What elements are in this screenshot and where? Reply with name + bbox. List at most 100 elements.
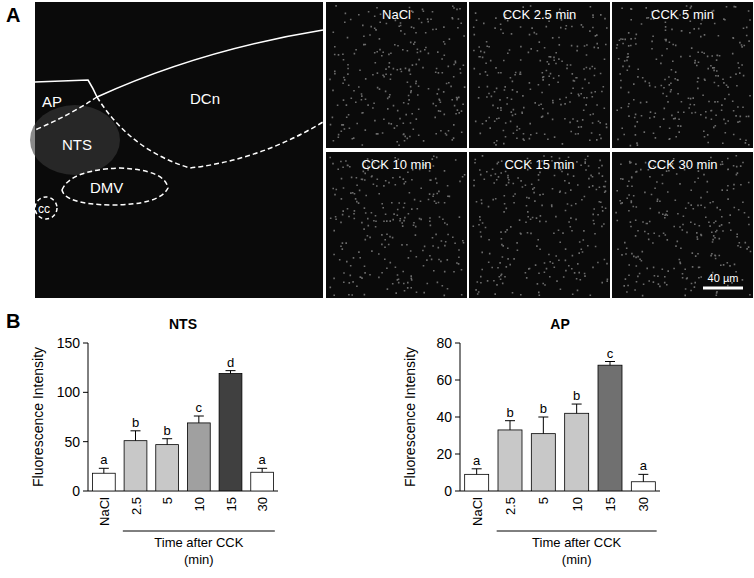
y-tick (83, 392, 88, 393)
error-bar (605, 362, 615, 366)
micrograph-background (469, 2, 610, 148)
x-tick-label: 15 (603, 497, 618, 511)
panel-label: B (6, 310, 20, 332)
y-axis-label: Fluorescence Intensity (402, 347, 418, 487)
micrograph-panel: NaCl (326, 2, 467, 148)
speckle (473, 5, 608, 146)
bar (598, 365, 622, 491)
y-tick-label: 40 (436, 409, 452, 425)
bar-chart: AP 0 20 40 60 80 Fluorescence Intensity a NaCl b 2… (402, 316, 660, 567)
group-bracket (497, 531, 657, 532)
region-label: NTS (62, 136, 92, 153)
bar (156, 445, 179, 491)
scale-bar (703, 287, 743, 290)
x-tick-label: NaCl (470, 497, 485, 526)
y-tick-label: 0 (444, 483, 452, 499)
bar (465, 474, 489, 491)
figure: ABAPDCnNTSDMVccNaClCCK 2.5 minCCK 5 minC… (0, 0, 754, 578)
region-label: DMV (90, 179, 123, 196)
bar (187, 423, 210, 491)
micrograph-background (469, 152, 610, 298)
x-axis (88, 491, 278, 492)
significance-letter: d (227, 355, 234, 370)
speckle (329, 156, 465, 297)
x-tick-label: 30 (636, 497, 651, 511)
y-axis-label: Fluorescence Intensity (30, 347, 46, 487)
x-tick-label: 15 (224, 497, 239, 511)
y-tick (455, 454, 460, 455)
error-bar (538, 417, 548, 434)
x-tick-label: 30 (255, 497, 270, 511)
bar (251, 472, 274, 491)
y-tick (83, 491, 88, 492)
y-axis (88, 343, 89, 491)
x-tick-label: 2.5 (503, 497, 518, 515)
speckle (473, 155, 609, 296)
dmv-outline (62, 168, 168, 205)
panel-title: CCK 15 min (504, 157, 574, 172)
x-axis-label: Time after CCK (154, 535, 243, 550)
x-tick-label: 2.5 (129, 497, 144, 515)
group-bracket (123, 531, 275, 532)
significance-letter: a (640, 458, 648, 473)
bar (498, 430, 522, 491)
y-tick-label: 80 (436, 335, 452, 351)
bar (631, 482, 655, 491)
significance-letter: a (100, 452, 108, 467)
y-tick-label: 150 (57, 335, 81, 351)
y-tick (83, 441, 88, 442)
bar (565, 413, 589, 491)
y-tick (455, 491, 460, 492)
panel-title: CCK 10 min (361, 157, 431, 172)
y-tick (455, 343, 460, 344)
speckle (616, 5, 751, 146)
significance-letter: c (607, 346, 614, 361)
micrograph-overview (35, 2, 323, 298)
micrograph-panel: CCK 15 min (469, 152, 610, 298)
panel-title: CCK 5 min (651, 7, 714, 22)
y-tick-label: 20 (436, 446, 452, 462)
error-bar (162, 439, 172, 445)
micrograph-background (326, 152, 467, 298)
significance-letter: b (164, 423, 171, 438)
nts-glow (30, 105, 120, 175)
bar (219, 374, 242, 491)
micrograph-panel: CCK 5 min (612, 2, 753, 148)
x-tick-label: 5 (536, 497, 551, 504)
micrograph-panel: CCK 10 min (326, 152, 467, 298)
scale-bar-label: 40 µm (708, 272, 739, 284)
error-bar (131, 431, 141, 441)
error-bar (99, 468, 109, 473)
y-tick-label: 60 (436, 372, 452, 388)
chart-title: NTS (169, 316, 197, 332)
speckle (329, 5, 465, 146)
x-tick-label: NaCl (97, 497, 112, 526)
x-axis-label: (min) (562, 552, 592, 567)
x-axis-label: (min) (184, 552, 214, 567)
panel-title: CCK 30 min (647, 157, 717, 172)
significance-letter: b (573, 388, 580, 403)
y-tick-label: 50 (64, 434, 80, 450)
bar (124, 441, 147, 491)
micrograph-panel: CCK 30 min 40 µm (612, 152, 753, 298)
x-tick-label: 5 (160, 497, 175, 504)
significance-letter: a (259, 452, 267, 467)
x-tick-label: 10 (570, 497, 585, 511)
significance-letter: c (196, 400, 203, 415)
x-axis-label: Time after CCK (532, 535, 621, 550)
micrograph-panel: CCK 2.5 min (469, 2, 610, 148)
error-bar (638, 474, 648, 481)
x-tick-label: 10 (192, 497, 207, 511)
error-bar (194, 416, 204, 423)
bars (465, 362, 656, 492)
x-axis (460, 491, 660, 492)
bar (531, 434, 555, 491)
chart-title: AP (550, 316, 569, 332)
y-tick (83, 343, 88, 344)
panel-title: NaCl (382, 7, 411, 22)
significance-letter: b (506, 405, 513, 420)
error-bar (226, 371, 236, 374)
cc-outline (35, 197, 57, 219)
dcn-outline (97, 97, 323, 168)
region-label: cc (38, 202, 50, 216)
